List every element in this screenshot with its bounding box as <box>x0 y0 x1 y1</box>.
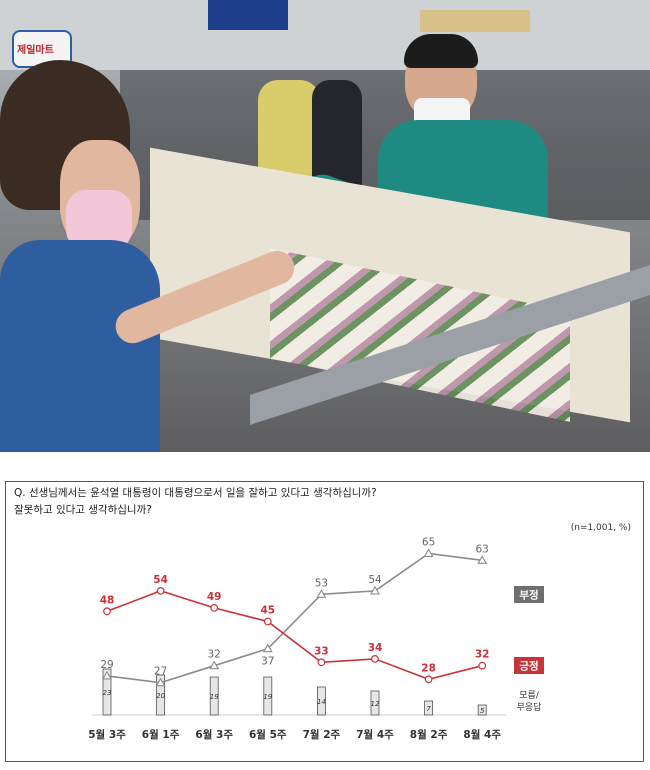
positive-point <box>210 603 219 612</box>
unsure-bar <box>263 676 273 716</box>
man-hair <box>404 34 478 68</box>
shop-sign-text: 제일마트 <box>17 45 54 56</box>
negative-value-label: 65 <box>422 537 435 549</box>
positive-value-label: 48 <box>100 594 115 606</box>
unsure-bar-label: 19 <box>210 693 219 701</box>
unsure-bar <box>424 700 434 716</box>
positive-point <box>156 586 165 595</box>
unsure-bar <box>370 690 380 716</box>
legend-negative-box <box>514 586 544 603</box>
negative-point <box>262 643 273 653</box>
positive-value-label: 28 <box>421 662 436 674</box>
unsure-bar <box>316 686 326 716</box>
negative-value-label: 37 <box>261 656 274 668</box>
x-tick-label: 8월 2주 <box>410 728 448 741</box>
x-tick-label: 7월 4주 <box>356 728 394 741</box>
negative-point <box>423 548 434 558</box>
positive-point <box>478 661 487 670</box>
positive-value-label: 49 <box>207 591 222 603</box>
positive-point <box>371 654 379 663</box>
positive-point <box>263 617 272 626</box>
negative-point <box>102 670 112 680</box>
unsure-bar <box>209 676 219 716</box>
x-tick-label: 6월 5주 <box>249 728 287 741</box>
negative-point <box>370 585 380 595</box>
back-banner <box>420 10 530 32</box>
back-sign <box>208 0 288 30</box>
vendor-blue-shirt <box>0 240 160 452</box>
unsure-bar <box>156 674 166 716</box>
positive-value-label: 33 <box>314 645 329 657</box>
sample-note: (n=1,001, %) <box>570 523 631 533</box>
negative-point <box>477 555 488 564</box>
negative-value-label: 54 <box>368 574 382 586</box>
negative-point <box>316 589 327 598</box>
negative-value-label: 53 <box>315 577 328 589</box>
positive-value-label: 45 <box>260 605 275 617</box>
positive-point <box>103 607 111 616</box>
poll-line-chart: 23 20 19 19 14 12 7 5 29 27 32 37 53 54 65 63 48 54 49 45 33… <box>88 537 544 741</box>
legend-negative-label: 부정 <box>519 589 538 602</box>
unsure-bar <box>477 704 487 716</box>
market-ceiling <box>0 0 650 70</box>
unsure-bar-label: 12 <box>371 700 380 708</box>
unsure-bar-label: 23 <box>103 689 112 697</box>
x-tick-label: 6월 3주 <box>195 728 233 741</box>
x-tick-label: 6월 1주 <box>142 728 180 741</box>
unsure-bar-label: 7 <box>426 705 431 713</box>
x-tick-label: 5월 3주 <box>88 728 126 741</box>
positive-value-label: 34 <box>368 642 383 654</box>
negative-line <box>106 552 483 684</box>
positive-point <box>317 658 326 667</box>
unsure-bar-label: 14 <box>317 698 326 706</box>
x-tick-label: 8월 4주 <box>463 728 501 741</box>
unsure-bar-label: 19 <box>263 693 272 701</box>
negative-value-label: 29 <box>100 659 113 671</box>
unsure-bar <box>102 668 112 716</box>
positive-point <box>424 675 433 684</box>
positive-value-label: 54 <box>153 574 168 586</box>
survey-question: Q. 선생님께서는 윤석열 대통령이 대통령으로서 일을 잘하고 있다고 생각하… <box>14 487 377 516</box>
positive-value-label: 32 <box>475 649 490 661</box>
poll-chart-panel: Q. 선생님께서는 윤석열 대통령이 대통령으로서 일을 잘하고 있다고 생각하… <box>5 481 644 762</box>
negative-value-label: 27 <box>154 666 167 678</box>
legend-positive-box <box>514 657 544 674</box>
news-photo: 제일마트 <box>0 0 650 452</box>
negative-value-label: 63 <box>476 543 489 555</box>
negative-point <box>155 677 166 687</box>
legend-unsure-label: 모름/ <box>519 690 540 701</box>
legend-unsure-label: 무응답 <box>517 701 542 713</box>
negative-point <box>209 660 220 670</box>
negative-value-label: 32 <box>208 649 221 661</box>
x-tick-label: 7월 2주 <box>303 728 341 741</box>
legend-positive-label: 긍정 <box>519 660 538 673</box>
positive-line <box>106 590 483 681</box>
unsure-bar-label: 5 <box>480 707 485 715</box>
unsure-bar-label: 20 <box>156 692 165 700</box>
